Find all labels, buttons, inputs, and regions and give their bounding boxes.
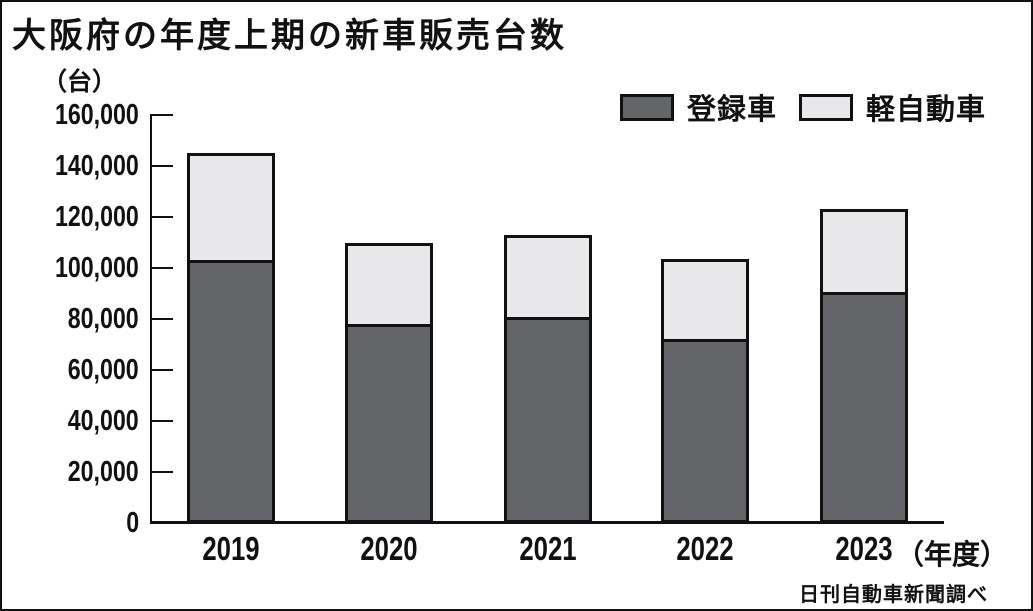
chart-title: 大阪府の年度上期の新車販売台数 bbox=[12, 17, 567, 55]
x-axis-unit-suffix: （年度） bbox=[896, 539, 1009, 570]
y-tick-140,000 bbox=[151, 165, 173, 167]
y-tick-60,000 bbox=[151, 369, 173, 371]
x-axis-label-2021: 2021 bbox=[519, 530, 577, 567]
legend-item-registered-cars: 登録車 bbox=[620, 86, 777, 128]
x-axis-label-2020: 2020 bbox=[360, 530, 418, 567]
x-axis-label-2022: 2022 bbox=[676, 530, 734, 567]
bar-2021 bbox=[504, 234, 592, 523]
y-tick-120,000 bbox=[151, 216, 173, 218]
y-axis-label-40,000: 40,000 bbox=[68, 405, 139, 437]
bar-2020 bbox=[345, 242, 433, 523]
y-tick-40,000 bbox=[151, 420, 173, 422]
registered-car-swatch bbox=[620, 93, 674, 121]
bar-2022 bbox=[661, 259, 749, 523]
bar-2019 bbox=[187, 153, 275, 523]
segment-registered-cars-2020 bbox=[348, 323, 430, 520]
segment-registered-cars-2019 bbox=[190, 259, 272, 520]
segment-registered-cars-2021 bbox=[507, 317, 589, 520]
segment-registered-cars-2023 bbox=[823, 291, 905, 520]
y-axis-label-100,000: 100,000 bbox=[55, 252, 139, 284]
legend-label-kei-cars: 軽自動車 bbox=[866, 94, 987, 126]
legend: 登録車 軽自動車 bbox=[620, 86, 986, 128]
y-axis-label-80,000: 80,000 bbox=[68, 303, 139, 335]
segment-registered-cars-2022 bbox=[664, 338, 746, 520]
y-axis-unit-label: （台） bbox=[42, 68, 118, 96]
legend-label-registered-cars: 登録車 bbox=[687, 94, 778, 126]
y-tick-80,000 bbox=[151, 318, 173, 320]
y-axis-label-160,000: 160,000 bbox=[55, 99, 139, 131]
source-credit: 日刊自動車新聞調べ bbox=[799, 584, 988, 606]
kei-car-swatch bbox=[799, 93, 854, 121]
x-axis-label-2019: 2019 bbox=[202, 530, 260, 567]
y-axis-label-140,000: 140,000 bbox=[55, 150, 139, 182]
y-tick-20,000 bbox=[151, 471, 173, 473]
y-axis-label-0: 0 bbox=[126, 507, 139, 539]
x-axis-label-2023: 2023 bbox=[835, 530, 893, 567]
y-axis-label-120,000: 120,000 bbox=[55, 201, 139, 233]
y-tick-100,000 bbox=[151, 267, 173, 269]
y-tick-160,000 bbox=[151, 114, 173, 116]
legend-item-kei-cars: 軽自動車 bbox=[799, 86, 986, 128]
y-axis-label-20,000: 20,000 bbox=[68, 456, 139, 488]
y-axis-label-60,000: 60,000 bbox=[68, 354, 139, 386]
bar-2023 bbox=[820, 209, 908, 523]
